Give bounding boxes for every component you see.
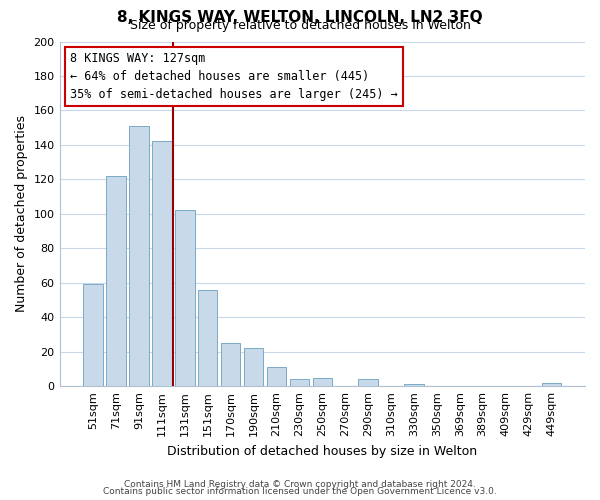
Bar [198,290,217,386]
Text: 8, KINGS WAY, WELTON, LINCOLN, LN2 3FQ: 8, KINGS WAY, WELTON, LINCOLN, LN2 3FQ [117,10,483,25]
Bar [152,142,172,386]
Text: Contains HM Land Registry data © Crown copyright and database right 2024.: Contains HM Land Registry data © Crown c… [124,480,476,489]
Bar [244,348,263,386]
Text: Contains public sector information licensed under the Open Government Licence v3: Contains public sector information licen… [103,487,497,496]
Bar [404,384,424,386]
Bar [313,378,332,386]
Bar [358,380,378,386]
Bar [267,367,286,386]
X-axis label: Distribution of detached houses by size in Welton: Distribution of detached houses by size … [167,444,478,458]
Text: 8 KINGS WAY: 127sqm
← 64% of detached houses are smaller (445)
35% of semi-detac: 8 KINGS WAY: 127sqm ← 64% of detached ho… [70,52,398,101]
Bar [290,380,309,386]
Bar [221,343,241,386]
Bar [175,210,194,386]
Bar [106,176,126,386]
Y-axis label: Number of detached properties: Number of detached properties [15,116,28,312]
Text: Size of property relative to detached houses in Welton: Size of property relative to detached ho… [130,19,470,32]
Bar [129,126,149,386]
Bar [542,382,561,386]
Bar [83,284,103,386]
